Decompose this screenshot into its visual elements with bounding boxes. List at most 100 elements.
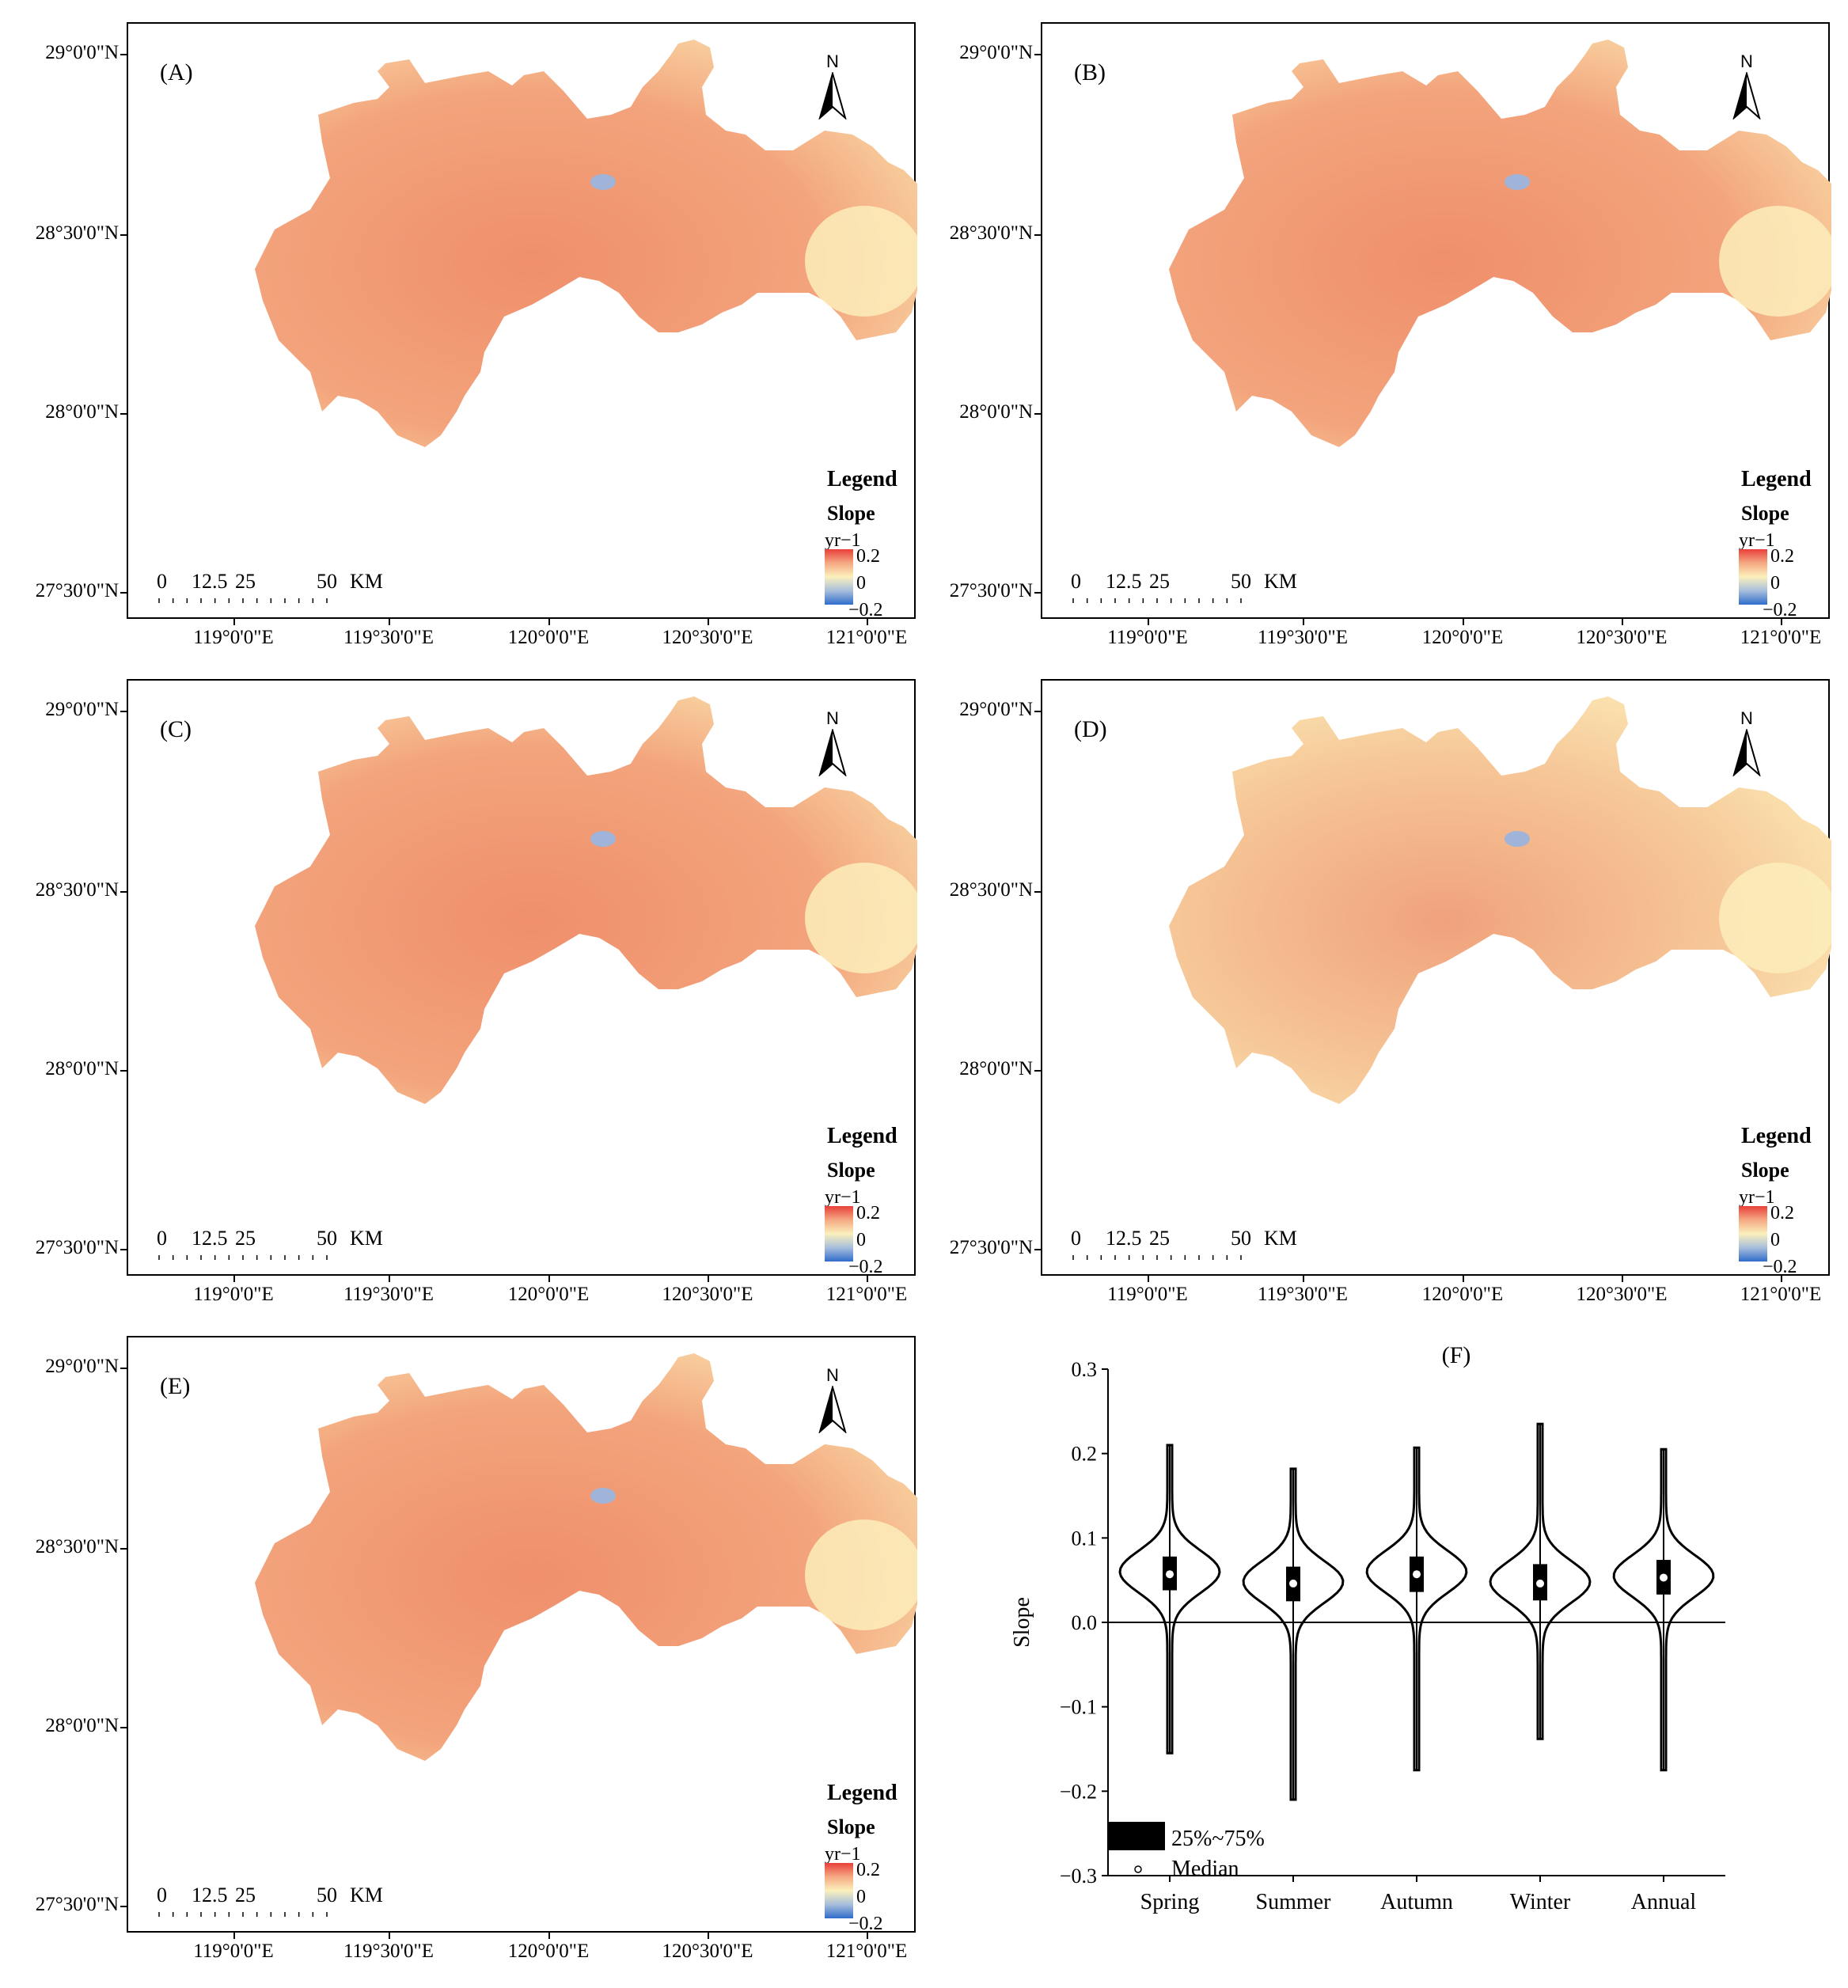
latitude-tick [120, 1548, 127, 1550]
longitude-tick [233, 1276, 235, 1282]
longitude-label: 119°0'0"E [1107, 627, 1188, 648]
slope-map [255, 696, 917, 1104]
longitude-label: 120°0'0"E [1421, 1284, 1504, 1305]
chart-title: (F) [1442, 1342, 1471, 1368]
north-label: N [1740, 51, 1753, 71]
scale-bar-label: 0 [157, 570, 167, 593]
lowland-patch [805, 863, 917, 973]
longitude-label: 120°30'0"E [662, 1284, 753, 1305]
violin-spring [1118, 1444, 1221, 1755]
latitude-label: 29°0'0"N [45, 42, 119, 63]
latitude-tick [120, 1906, 127, 1907]
violin-chart: (F) 0.3 0.2 0.1 0.0 −0.1 −0.2 −0.3 Slope Spring Su… [1010, 1342, 1725, 1914]
scale-bar-label: 50 [317, 1227, 337, 1250]
longitude-tick [1148, 1276, 1149, 1282]
longitude-tick [708, 1933, 709, 1939]
longitude-label: 120°0'0"E [507, 1941, 590, 1962]
latitude-label: 27°30'0"N [35, 1237, 119, 1258]
panel-label: (B) [1074, 59, 1106, 85]
latitude-label: 28°0'0"N [45, 401, 119, 423]
median-point [1536, 1579, 1544, 1588]
violin-summer [1242, 1467, 1345, 1801]
lowland-patch [1719, 206, 1831, 317]
latitude-label: 28°30'0"N [35, 879, 119, 901]
map-panel-c: (C) N Legend Slope yr−1 0.2 0 −0.2 0 12.5 25 50 KM 29… [0, 671, 963, 1331]
latitude-label: 29°0'0"N [959, 42, 1033, 63]
legend-unit: yr−1 [825, 1187, 861, 1208]
scale-bar-label: 0 [1071, 1227, 1081, 1250]
latitude-label: 28°30'0"N [949, 222, 1033, 244]
latitude-tick [120, 891, 127, 893]
scale-bar-label: 0 [157, 1884, 167, 1906]
legend-unit: yr−1 [1739, 1187, 1775, 1208]
legend-subtitle: Slope [827, 1159, 875, 1182]
latitude-tick [120, 592, 127, 594]
legend-title: Legend [1741, 467, 1812, 491]
longitude-tick [233, 1933, 235, 1939]
scale-bar-label: 50 [1231, 570, 1251, 593]
y-tick-label: −0.2 [1060, 1780, 1097, 1803]
y-tick-label: 0.0 [1072, 1611, 1098, 1634]
legend-value: −0.2 [848, 1257, 883, 1277]
longitude-label: 120°30'0"E [1576, 627, 1668, 648]
longitude-tick [708, 1276, 709, 1282]
map-frame: (E) N Legend Slope yr−1 0.2 0 −0.2 0 12.5 25 50 KM [127, 1336, 917, 1934]
legend-value: −0.2 [848, 1914, 883, 1934]
x-tick-label: Annual [1631, 1890, 1697, 1914]
scale-bar-label: 12.5 [192, 1227, 228, 1250]
study-region [1169, 40, 1831, 447]
scale-bar-label: 0 [157, 1227, 167, 1250]
north-label: N [826, 1365, 839, 1385]
median-point [1413, 1570, 1421, 1579]
slope-map [255, 1353, 917, 1761]
longitude-label: 121°0'0"E [825, 1284, 908, 1305]
legend-unit: yr−1 [825, 1844, 861, 1865]
longitude-label: 121°0'0"E [825, 1941, 908, 1962]
longitude-tick [389, 1276, 390, 1282]
scale-bar [158, 598, 328, 603]
scale-bar-label: 50 [317, 1884, 337, 1906]
north-arrow-icon: N [1731, 51, 1763, 123]
longitude-label: 119°30'0"E [343, 1284, 434, 1305]
scale-bar-label: KM [1264, 570, 1297, 593]
latitude-tick [1034, 1249, 1041, 1250]
scale-bar-label: 25 [235, 1884, 256, 1906]
longitude-tick [867, 619, 868, 625]
longitude-label: 119°30'0"E [343, 1941, 434, 1962]
legend-iqr-swatch [1108, 1822, 1165, 1850]
slope-map [1169, 696, 1831, 1104]
map-panel-e: (E) N Legend Slope yr−1 0.2 0 −0.2 0 12.5 25 50 KM 29… [0, 1328, 963, 1988]
violin-winter [1489, 1422, 1592, 1740]
longitude-label: 120°0'0"E [507, 1284, 590, 1305]
legend-iqr-label: 25%~75% [1171, 1827, 1265, 1851]
slope-map [1169, 40, 1831, 447]
map-panel-d: (D) N Legend Slope yr−1 0.2 0 −0.2 0 12.5 25 50 KM 29… [914, 671, 1848, 1331]
north-arrow-icon: N [817, 708, 848, 780]
negative-slope-patch [590, 1488, 616, 1504]
latitude-label: 28°0'0"N [45, 1058, 119, 1079]
legend-title: Legend [1741, 1124, 1812, 1148]
latitude-tick [120, 234, 127, 236]
scale-bar-label: 25 [1149, 1227, 1170, 1250]
north-arrow-icon: N [817, 51, 848, 123]
legend-value: −0.2 [1763, 600, 1797, 620]
legend-value: 0 [856, 573, 866, 594]
median-point [1166, 1570, 1174, 1579]
latitude-tick [1034, 234, 1041, 236]
latitude-tick [120, 1727, 127, 1728]
legend-color-ramp [1739, 549, 1767, 605]
latitude-tick [1034, 413, 1041, 415]
study-region [1169, 696, 1831, 1104]
longitude-label: 119°30'0"E [1257, 627, 1349, 648]
violin-panel: (F) 0.3 0.2 0.1 0.0 −0.1 −0.2 −0.3 Slope Spring Su… [989, 1337, 1749, 1971]
x-tick-label: Summer [1256, 1890, 1332, 1914]
study-region [255, 696, 917, 1104]
latitude-tick [120, 1368, 127, 1369]
scale-bar-label: KM [350, 570, 383, 593]
map-frame: (A) N Legend Slope yr−1 0.2 0 −0.2 0 12.5 25 50 KM [127, 22, 917, 620]
scale-bar-label: KM [350, 1227, 383, 1250]
longitude-tick [548, 1933, 550, 1939]
longitude-label: 120°30'0"E [662, 627, 753, 648]
scale-bar-label: KM [350, 1884, 383, 1906]
legend-value: 0.2 [856, 1203, 880, 1224]
